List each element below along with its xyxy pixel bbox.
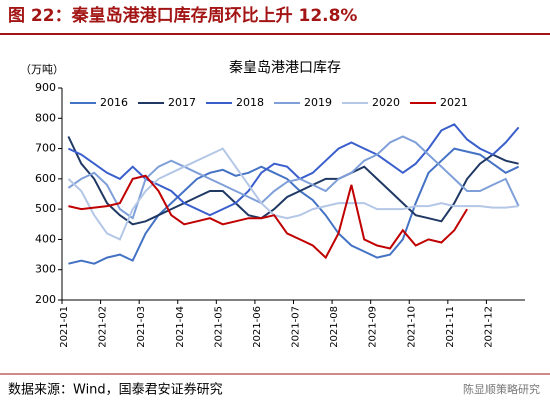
x-tick-label: 2021-11: [445, 306, 456, 348]
x-tick-label: 2021-09: [368, 306, 379, 348]
legend-label: 2021: [440, 96, 468, 109]
x-tick-label: 2021-06: [252, 306, 263, 348]
x-tick-label: 2021-04: [175, 306, 186, 348]
y-tick-label: 600: [35, 172, 56, 185]
legend-label: 2019: [304, 96, 332, 109]
series-line: [67, 136, 519, 226]
series-line: [67, 123, 520, 217]
source: 数据来源：Wind，国泰君安证券研究: [8, 382, 223, 398]
legend-label: 2020: [372, 96, 400, 109]
y-unit: （万吨）: [20, 63, 64, 76]
series-line: [68, 147, 520, 265]
x-tick-label: 2021-05: [213, 306, 224, 348]
x-tick-label: 2021-03: [136, 306, 147, 348]
x-tick-label: 2021-07: [291, 306, 302, 348]
y-tick-label: 400: [35, 232, 56, 245]
x-tick-label: 2021-01: [59, 306, 70, 348]
chart-title: 秦皇岛港港口库存: [229, 60, 341, 76]
y-tick-label: 200: [35, 293, 56, 306]
series-line: [67, 135, 520, 220]
y-tick-label: 500: [35, 202, 56, 215]
series-line: [68, 174, 468, 260]
series-line: [67, 147, 519, 241]
watermark: 陈显顺策略研究: [463, 382, 540, 396]
y-tick-label: 900: [35, 81, 56, 94]
y-tick-label: 800: [35, 111, 56, 124]
x-tick-label: 2021-10: [406, 306, 417, 348]
y-tick-label: 700: [35, 142, 56, 155]
legend-label: 2016: [100, 96, 128, 109]
x-tick-label: 2021-02: [98, 306, 109, 348]
x-tick-label: 2021-12: [483, 306, 494, 348]
y-tick-label: 300: [35, 263, 56, 276]
legend-label: 2017: [168, 96, 196, 109]
figure-title: 图 22：秦皇岛港港口库存周环比上升 12.8%: [8, 5, 357, 26]
x-tick-label: 2021-08: [329, 306, 340, 348]
legend-label: 2018: [236, 96, 264, 109]
